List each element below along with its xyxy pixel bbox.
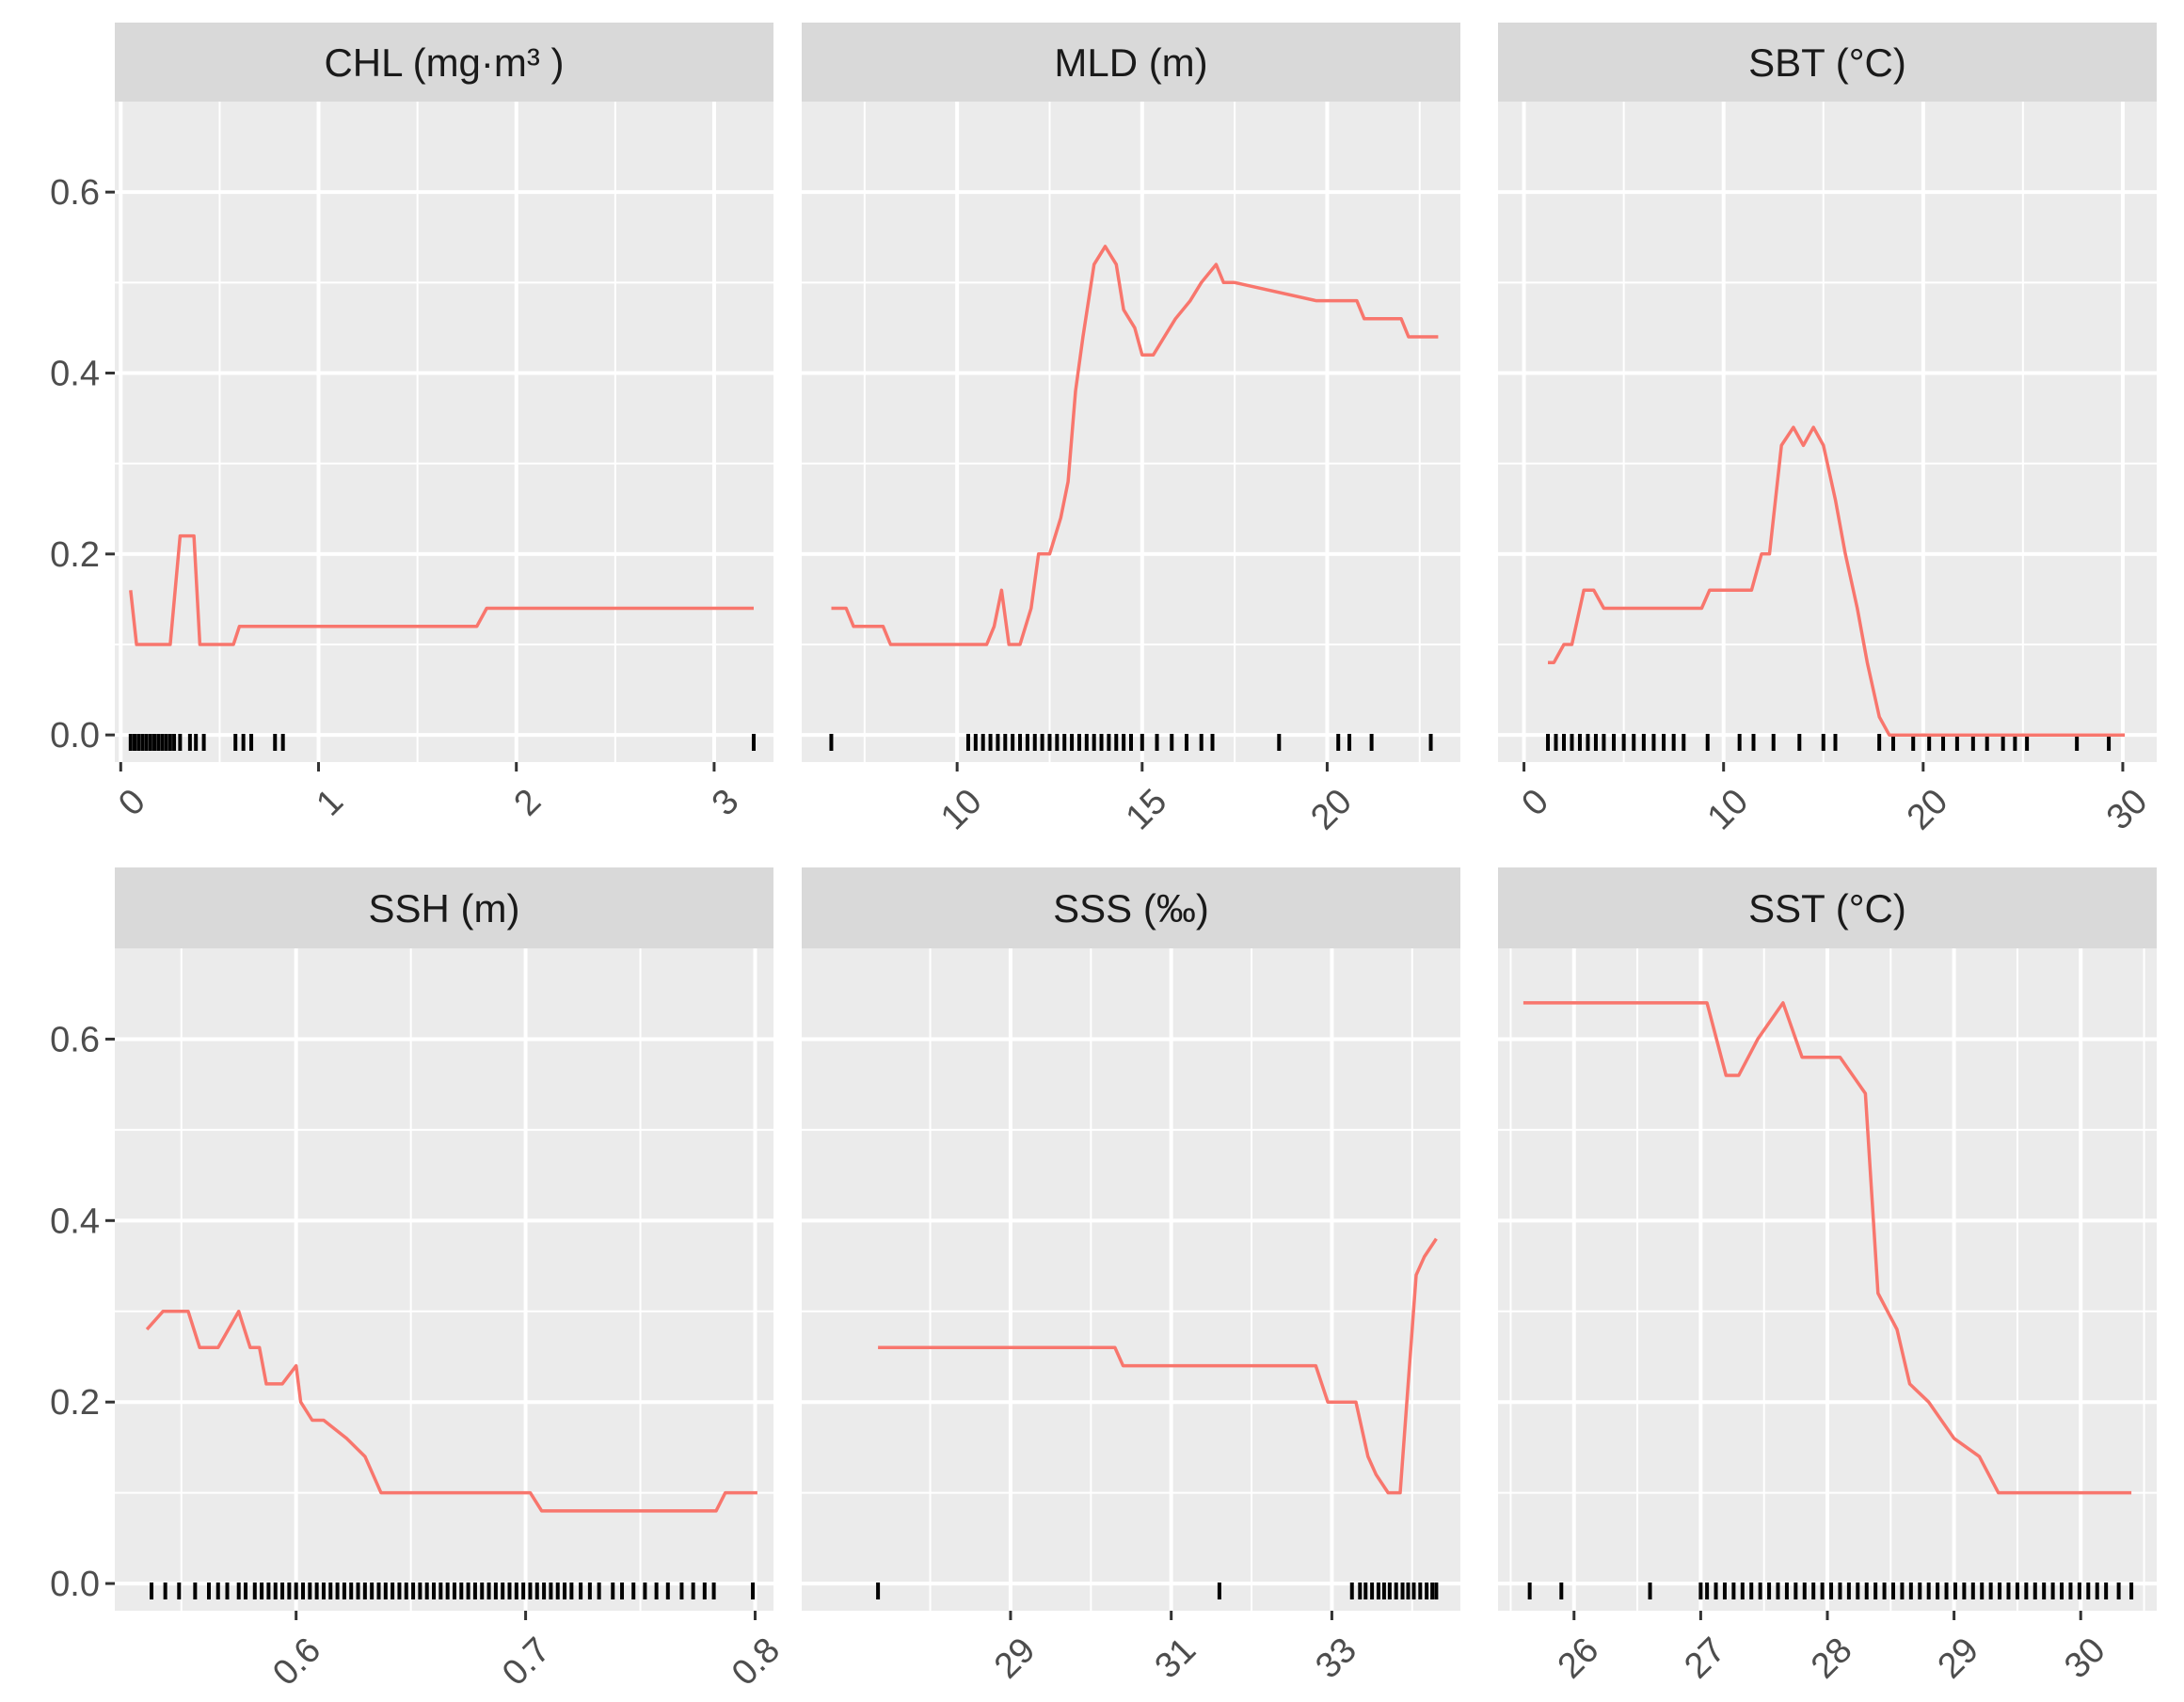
x-tick-label: 10 xyxy=(933,782,990,838)
facet-strip xyxy=(115,23,773,102)
facet-title: MLD (m) xyxy=(1054,40,1207,85)
facet-strip xyxy=(1498,23,2157,102)
x-tick-label: 15 xyxy=(1119,782,1175,838)
x-tick-label: 27 xyxy=(1677,1630,1733,1687)
facet-title: SSH (m) xyxy=(369,886,520,931)
x-tick-label: 2 xyxy=(507,782,550,824)
partial-dependence-line xyxy=(1522,1001,2132,1495)
facet-title: SSS (‰) xyxy=(1053,886,1209,931)
y-tick-label: 0.0 xyxy=(50,1565,100,1604)
panel-background xyxy=(115,948,773,1611)
partial-dependence-line xyxy=(831,245,1439,646)
x-tick-label: 29 xyxy=(987,1630,1044,1687)
panel-background xyxy=(802,102,1460,762)
x-tick-label: 30 xyxy=(2099,782,2156,838)
facet-strip xyxy=(115,867,773,948)
facet-panel-2: MLD (m) 10 15 20 xyxy=(802,23,1460,837)
facet-strip xyxy=(1498,867,2157,948)
facet-panel-6: SST (°C) 26 27 28 29 30 xyxy=(1498,867,2157,1686)
partial-dependence-line xyxy=(1548,425,2126,737)
facet-title: CHL (mg·m³ ) xyxy=(324,40,564,85)
x-tick-label: 28 xyxy=(1804,1630,1860,1687)
facet-panel-5: SSS (‰) 29 31 33 xyxy=(802,867,1460,1686)
x-tick-label: 0.8 xyxy=(725,1630,788,1694)
partial-dependence-line xyxy=(129,533,754,646)
x-tick-label: 0 xyxy=(1514,782,1556,824)
x-tick-label: 20 xyxy=(1900,782,1956,838)
panel-background xyxy=(115,102,773,762)
facet-strip xyxy=(802,867,1460,948)
y-tick-label: 0.2 xyxy=(50,535,100,575)
partial-dependence-line xyxy=(145,1310,757,1513)
x-tick-label: 30 xyxy=(2057,1630,2113,1687)
chart-panels: CHL (mg·m³ ) 0.0 0.2 0.4 0.6 0 1 2 3 MLD (m) 10 15 2… xyxy=(50,23,2157,1694)
x-tick-label: 3 xyxy=(705,782,747,824)
facet-panel-1: CHL (mg·m³ ) 0.0 0.2 0.4 0.6 0 1 2 3 xyxy=(50,23,773,823)
x-tick-label: 0.6 xyxy=(265,1630,328,1694)
y-tick-label: 0.2 xyxy=(50,1383,100,1423)
facet-title: SST (°C) xyxy=(1748,886,1906,931)
facet-panel-3: SBT (°C) 0 10 20 30 xyxy=(1498,23,2157,837)
x-tick-label: 0 xyxy=(111,782,153,824)
facet-title: SBT (°C) xyxy=(1748,40,1906,85)
x-tick-label: 31 xyxy=(1148,1630,1204,1687)
y-tick-label: 0.6 xyxy=(50,173,100,213)
x-tick-label: 1 xyxy=(309,782,351,824)
x-tick-label: 20 xyxy=(1303,782,1360,838)
facet-panel-4: SSH (m) 0.0 0.2 0.4 0.6 0.6 0.7 0.8 xyxy=(50,867,788,1694)
y-tick-label: 0.4 xyxy=(50,1201,100,1241)
panel-background xyxy=(1498,102,2157,762)
x-tick-label: 29 xyxy=(1931,1630,1987,1687)
y-tick-label: 0.4 xyxy=(50,354,100,393)
panel-background xyxy=(802,948,1460,1611)
x-tick-label: 10 xyxy=(1700,782,1757,838)
y-tick-label: 0.0 xyxy=(50,716,100,756)
facet-strip xyxy=(802,23,1460,102)
y-tick-label: 0.6 xyxy=(50,1020,100,1059)
x-tick-label: 26 xyxy=(1551,1630,1607,1687)
partial-dependence-line xyxy=(878,1237,1438,1495)
x-tick-label: 0.7 xyxy=(495,1630,558,1694)
x-tick-label: 33 xyxy=(1308,1630,1364,1687)
